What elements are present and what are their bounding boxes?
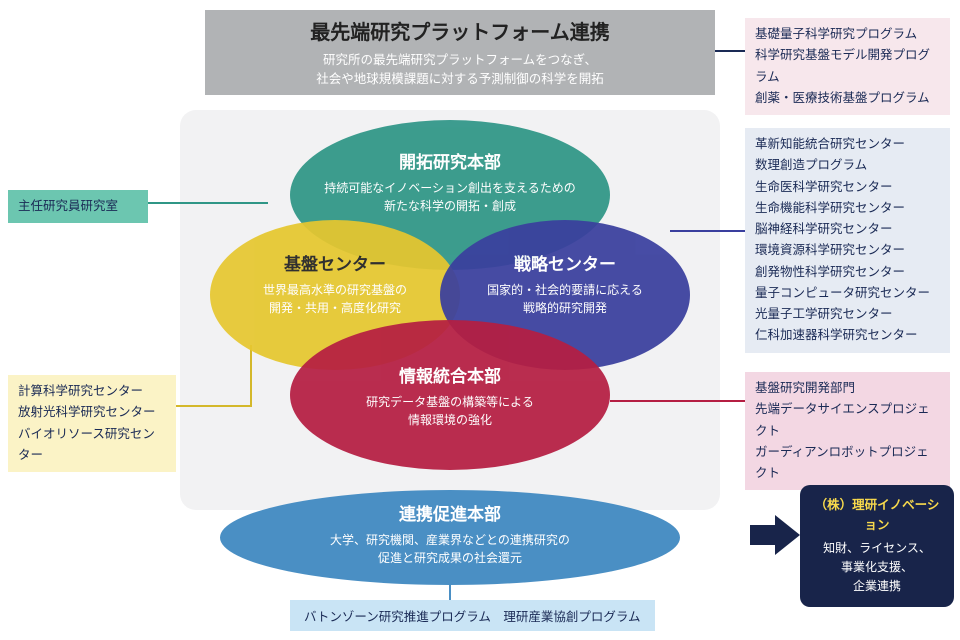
bottom-d1: 大学、研究機関、産業界などとの連携研究の — [220, 531, 680, 549]
rp-0: 基盤研究開発部門 — [755, 378, 940, 399]
header-sub1: 研究所の最先端研究プラットフォームをつなぎ、 — [215, 51, 705, 70]
green-d1: 持続可能なイノベーション創出を支えるための — [290, 179, 610, 197]
navy-l2: 事業化支援、 — [812, 558, 942, 577]
rb-0: 革新知能統合研究センター — [755, 134, 940, 155]
right-box-big: 革新知能統合研究センター 数理創造プログラム 生命医科学研究センター 生命機能科… — [745, 128, 950, 353]
red-d2: 情報環境の強化 — [290, 411, 610, 429]
red-d1: 研究データ基盤の構築等による — [290, 393, 610, 411]
green-d2: 新たな科学の開拓・創成 — [290, 197, 610, 215]
tr-item-2: 創薬・医療技術基盤プログラム — [755, 88, 940, 109]
tr-item-0: 基礎量子科学研究プログラム — [755, 24, 940, 45]
ellipse-bottom: 連携促進本部 大学、研究機関、産業界などとの連携研究の 促進と研究成果の社会還元 — [220, 490, 680, 585]
conn-yellow-h — [176, 405, 252, 407]
blue-d2: 戦略的研究開発 — [440, 299, 690, 317]
top-header: 最先端研究プラットフォーム連携 研究所の最先端研究プラットフォームをつなぎ、 社… — [205, 10, 715, 95]
header-sub2: 社会や地球規模課題に対する予測制御の科学を開拓 — [215, 70, 705, 89]
rb-3: 生命機能科学研究センター — [755, 198, 940, 219]
rb-1: 数理創造プログラム — [755, 155, 940, 176]
bottom-box-text: バトンゾーン研究推進プログラム 理研産業協創プログラム — [304, 610, 641, 624]
yellow-d1: 世界最高水準の研究基盤の — [210, 281, 460, 299]
rb-7: 量子コンピュータ研究センター — [755, 283, 940, 304]
rp-1: 先端データサイエンスプロジェクト — [755, 399, 940, 442]
conn-green-left — [148, 202, 268, 204]
bottom-title: 連携促進本部 — [220, 500, 680, 525]
lb2-1: 放射光科学研究センター — [18, 402, 166, 423]
bottom-box: バトンゾーン研究推進プログラム 理研産業協創プログラム — [290, 600, 655, 631]
tr-item-1: 科学研究基盤モデル開発プログラム — [755, 45, 940, 88]
arrow-to-navy — [750, 515, 800, 560]
yellow-title: 基盤センター — [210, 250, 460, 275]
conn-red-right — [610, 400, 745, 402]
navy-l3: 企業連携 — [812, 577, 942, 596]
bottom-d2: 促進と研究成果の社会還元 — [220, 549, 680, 567]
right-box-pink: 基盤研究開発部門 先端データサイエンスプロジェクト ガーディアンロボットプロジェ… — [745, 372, 950, 490]
rb-6: 創発物性科学研究センター — [755, 262, 940, 283]
red-title: 情報統合本部 — [290, 362, 610, 387]
rb-8: 光量子工学研究センター — [755, 304, 940, 325]
left-box-yellow: 計算科学研究センター 放射光科学研究センター バイオリソース研究センター — [8, 375, 176, 472]
header-title: 最先端研究プラットフォーム連携 — [215, 16, 705, 45]
navy-title: （株）理研イノベーション — [812, 495, 942, 535]
yellow-d2: 開発・共用・高度化研究 — [210, 299, 460, 317]
rb-5: 環境資源科学研究センター — [755, 240, 940, 261]
lb2-0: 計算科学研究センター — [18, 381, 166, 402]
blue-d1: 国家的・社会的要請に応える — [440, 281, 690, 299]
rb-4: 脳神経科学研究センター — [755, 219, 940, 240]
top-right-box: 基礎量子科学研究プログラム 科学研究基盤モデル開発プログラム 創薬・医療技術基盤… — [745, 18, 950, 115]
left-box-green: 主任研究員研究室 — [8, 190, 148, 223]
ellipse-red: 情報統合本部 研究データ基盤の構築等による 情報環境の強化 — [290, 320, 610, 470]
blue-title: 戦略センター — [440, 250, 690, 275]
green-title: 開拓研究本部 — [290, 148, 610, 173]
navy-l1: 知財、ライセンス、 — [812, 539, 942, 558]
lb2-2: バイオリソース研究センター — [18, 424, 166, 467]
conn-header-right — [715, 50, 745, 52]
conn-yellow-v — [250, 345, 252, 405]
rp-2: ガーディアンロボットプロジェクト — [755, 442, 940, 485]
rb-9: 仁科加速器科学研究センター — [755, 325, 940, 346]
navy-box: （株）理研イノベーション 知財、ライセンス、 事業化支援、 企業連携 — [800, 485, 954, 607]
rb-2: 生命医科学研究センター — [755, 177, 940, 198]
left-box-green-text: 主任研究員研究室 — [18, 199, 118, 213]
